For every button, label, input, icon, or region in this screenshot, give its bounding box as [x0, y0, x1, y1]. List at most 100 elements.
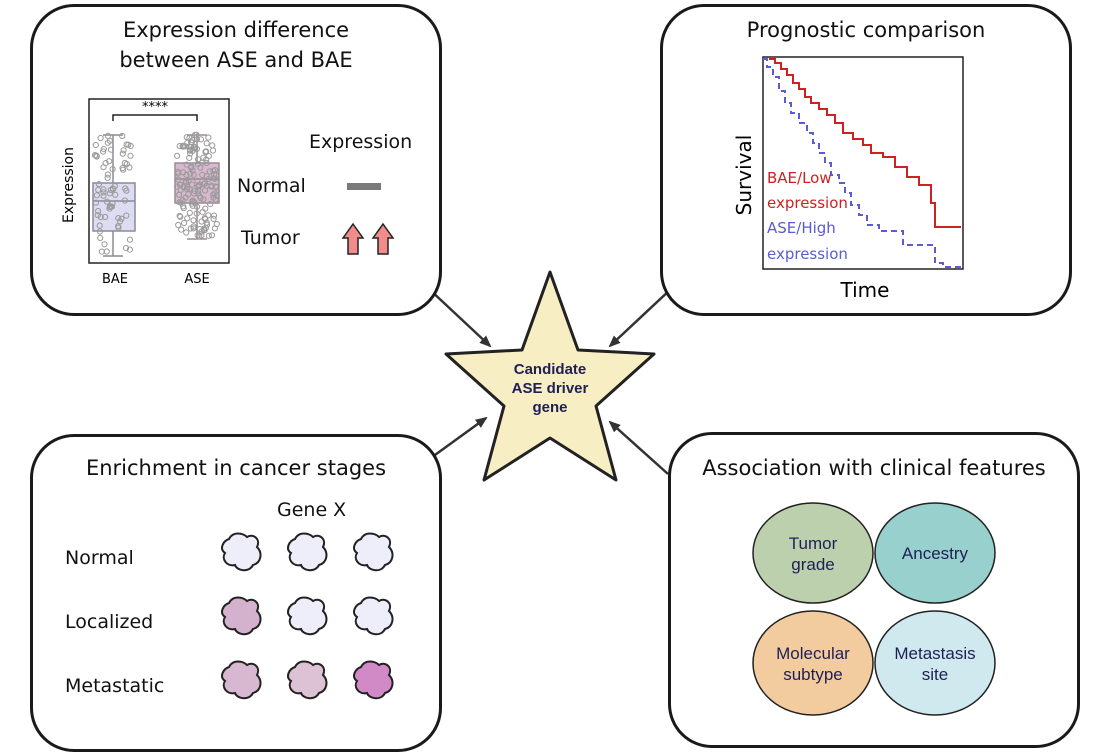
- boxplot-point: [106, 158, 113, 165]
- feature-ancestry: [874, 502, 996, 604]
- feature-label: subtype: [783, 665, 843, 684]
- boxplot-point: [174, 152, 181, 159]
- boxplot-point: [179, 142, 186, 150]
- boxplot-point: [107, 186, 114, 194]
- boxplot-point: [191, 144, 198, 151]
- cell-icon: [353, 660, 394, 700]
- boxplot-point: [122, 245, 130, 252]
- legend-heading: Expression: [309, 131, 413, 153]
- boxplot-point: [186, 134, 193, 142]
- feature-label: Ancestry: [902, 544, 969, 563]
- legend-bae-line1: BAE/Low: [767, 169, 832, 187]
- survival-xlabel: Time: [840, 278, 890, 302]
- boxplot-point: [189, 167, 196, 174]
- boxplot-point: [121, 159, 129, 167]
- boxplot-point: [212, 183, 219, 190]
- cell-icon: [221, 660, 262, 700]
- boxplot-point: [181, 219, 188, 227]
- boxplot-point: [191, 199, 198, 206]
- boxplot-point: [104, 139, 111, 146]
- boxplot-point: [108, 203, 116, 210]
- boxplot-point: [208, 232, 216, 239]
- feature-molecular-subtype: [752, 610, 874, 716]
- boxplot-point: [180, 205, 187, 212]
- prognostic-panel: Prognostic comparison BAE/Low expression…: [660, 4, 1072, 316]
- boxplot-point: [208, 183, 215, 190]
- legend-bae-line2: expression: [767, 194, 848, 212]
- survival-curve-ase: [763, 58, 961, 268]
- boxplot-point: [107, 146, 115, 153]
- cell-icon: [221, 596, 262, 636]
- boxplot-point: [207, 201, 214, 208]
- boxplot-point: [123, 212, 130, 219]
- boxplot-point: [95, 181, 103, 188]
- boxplot-point: [186, 209, 193, 217]
- boxplot-point: [195, 190, 202, 197]
- boxplot-point: [203, 140, 210, 147]
- boxplot-point: [205, 134, 212, 141]
- candidate-star: Candidate ASE driver gene: [444, 270, 656, 482]
- boxplot-point: [127, 142, 134, 150]
- boxplot-point: [120, 147, 127, 154]
- arrow-from-prognostic: [608, 287, 673, 348]
- double-up-arrow-icon: [341, 222, 395, 255]
- survival-ylabel: Survival: [732, 135, 756, 216]
- boxplot-point: [179, 197, 186, 204]
- boxplot-point: [211, 190, 218, 197]
- boxplot-point: [209, 142, 216, 149]
- boxplot-point: [117, 218, 124, 225]
- boxplot-point: [213, 220, 220, 228]
- boxplot-point: [190, 225, 197, 232]
- boxplot-point: [126, 246, 134, 253]
- legend-normal-label: Normal: [237, 175, 306, 197]
- cell-icon: [287, 660, 328, 700]
- cell-icon: [221, 532, 262, 572]
- arrow-from-enrichment: [427, 416, 488, 462]
- boxplot-point: [203, 159, 210, 167]
- boxplot-point: [209, 147, 217, 154]
- flat-bar-icon: [347, 183, 381, 190]
- boxplot-point: [96, 228, 104, 235]
- stage-localized: Localized: [65, 611, 154, 633]
- center-label-line2: ASE driver: [512, 380, 589, 397]
- boxplot-point: [97, 134, 104, 142]
- boxplot: **** BAE ASE Expression: [61, 98, 230, 287]
- boxplot-point: [182, 143, 189, 150]
- boxplot-point: [205, 232, 212, 239]
- boxplot-point: [174, 183, 181, 190]
- significance-label: ****: [142, 100, 169, 115]
- boxplot-point: [187, 150, 194, 157]
- boxplot-point: [210, 215, 217, 223]
- boxplot-point: [190, 217, 197, 224]
- boxplot-point: [194, 183, 201, 190]
- boxplot-point: [185, 177, 192, 184]
- cell-icon: [353, 532, 394, 572]
- boxplot-point: [177, 213, 184, 220]
- boxplot-point: [178, 226, 185, 233]
- boxplot-point: [193, 210, 200, 217]
- cell-icon: [287, 532, 328, 572]
- boxplot-point: [93, 192, 101, 199]
- boxplot-point: [97, 234, 104, 241]
- boxplot-point: [101, 241, 108, 248]
- boxplot-point: [104, 171, 112, 178]
- prognostic-panel-title: Prognostic comparison: [746, 18, 986, 42]
- x-tick-ase: ASE: [184, 272, 209, 287]
- clinical-panel: Association with clinical features Tumor…: [668, 432, 1080, 748]
- boxplot-point: [175, 176, 182, 183]
- center-label-line3: gene: [532, 399, 567, 416]
- boxplot-point: [103, 248, 110, 255]
- boxplot-point: [176, 143, 183, 150]
- boxplot-point: [205, 153, 212, 160]
- boxplot-point: [190, 223, 197, 230]
- boxplot-point: [194, 161, 201, 168]
- boxplot-point: [202, 205, 209, 212]
- boxplot-point: [203, 221, 211, 228]
- center-label-line1: Candidate: [514, 361, 587, 378]
- boxplot-point: [202, 187, 209, 194]
- boxplot-point: [199, 171, 206, 179]
- boxplot-point: [100, 189, 107, 196]
- boxplot-point: [100, 148, 107, 155]
- boxplot-point: [184, 139, 191, 147]
- boxplot-point: [210, 191, 217, 198]
